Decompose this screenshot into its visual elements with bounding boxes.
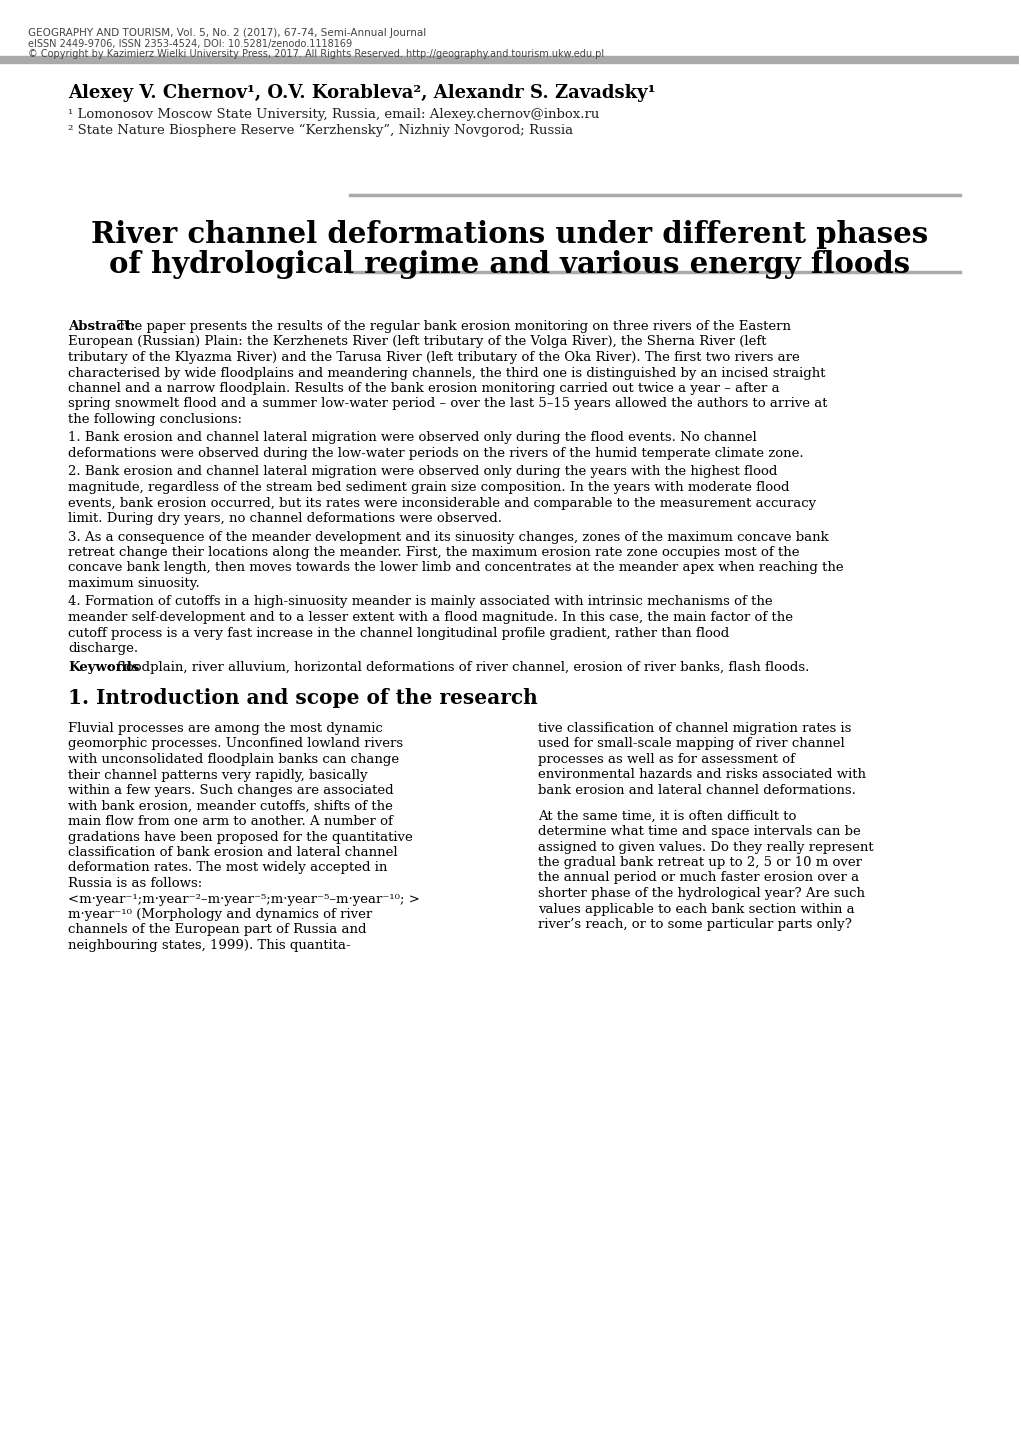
Text: channel and a narrow floodplain. Results of the bank erosion monitoring carried : channel and a narrow floodplain. Results…	[68, 382, 779, 395]
Text: discharge.: discharge.	[68, 642, 138, 655]
Text: concave bank length, then moves towards the lower limb and concentrates at the m: concave bank length, then moves towards …	[68, 561, 843, 574]
Text: eISSN 2449-9706, ISSN 2353-4524, DOI: 10.5281/zenodo.1118169: eISSN 2449-9706, ISSN 2353-4524, DOI: 10…	[28, 39, 352, 49]
Text: of hydrological regime and various energy floods: of hydrological regime and various energ…	[109, 249, 910, 278]
Text: magnitude, regardless of the stream bed sediment grain size composition. In the : magnitude, regardless of the stream bed …	[68, 482, 789, 495]
Text: assigned to given values. Do they really represent: assigned to given values. Do they really…	[537, 841, 872, 854]
Text: neighbouring states, 1999). This quantita-: neighbouring states, 1999). This quantit…	[68, 939, 351, 952]
Text: gradations have been proposed for the quantitative: gradations have been proposed for the qu…	[68, 831, 413, 844]
Text: with unconsolidated floodplain banks can change: with unconsolidated floodplain banks can…	[68, 753, 398, 766]
Text: Alexey V. Chernov¹, O.V. Korableva², Alexandr S. Zavadsky¹: Alexey V. Chernov¹, O.V. Korableva², Ale…	[68, 84, 655, 102]
Text: the gradual bank retreat up to 2, 5 or 10 m over: the gradual bank retreat up to 2, 5 or 1…	[537, 857, 861, 870]
Text: At the same time, it is often difficult to: At the same time, it is often difficult …	[537, 809, 796, 822]
Text: deformations were observed during the low-water periods on the rivers of the hum: deformations were observed during the lo…	[68, 447, 803, 460]
Text: Russia is as follows:: Russia is as follows:	[68, 877, 202, 890]
Text: ¹ Lomonosov Moscow State University, Russia, email: Alexey.chernov@inbox.ru: ¹ Lomonosov Moscow State University, Rus…	[68, 108, 599, 121]
Text: cutoff process is a very fast increase in the channel longitudinal profile gradi: cutoff process is a very fast increase i…	[68, 626, 729, 639]
Text: Keywords: Keywords	[68, 660, 140, 673]
Text: tive classification of channel migration rates is: tive classification of channel migration…	[537, 722, 851, 735]
Text: 1. Introduction and scope of the research: 1. Introduction and scope of the researc…	[68, 688, 537, 708]
Text: within a few years. Such changes are associated: within a few years. Such changes are ass…	[68, 784, 393, 797]
Text: processes as well as for assessment of: processes as well as for assessment of	[537, 753, 794, 766]
Text: river’s reach, or to some particular parts only?: river’s reach, or to some particular par…	[537, 919, 851, 932]
Text: channels of the European part of Russia and: channels of the European part of Russia …	[68, 923, 366, 936]
Text: 4. Formation of cutoffs in a high-sinuosity meander is mainly associated with in: 4. Formation of cutoffs in a high-sinuos…	[68, 596, 771, 609]
Text: m·year⁻¹⁰ (Morphology and dynamics of river: m·year⁻¹⁰ (Morphology and dynamics of ri…	[68, 908, 372, 921]
Text: ² State Nature Biosphere Reserve “Kerzhensky”, Nizhniy Novgorod; Russia: ² State Nature Biosphere Reserve “Kerzhe…	[68, 124, 573, 137]
Text: their channel patterns very rapidly, basically: their channel patterns very rapidly, bas…	[68, 769, 367, 782]
Text: the annual period or much faster erosion over a: the annual period or much faster erosion…	[537, 871, 858, 884]
Text: meander self-development and to a lesser extent with a flood magnitude. In this : meander self-development and to a lesser…	[68, 611, 792, 624]
Text: events, bank erosion occurred, but its rates were inconsiderable and comparable : events, bank erosion occurred, but its r…	[68, 496, 815, 509]
Text: bank erosion and lateral channel deformations.: bank erosion and lateral channel deforma…	[537, 784, 855, 797]
Text: <m·year⁻¹;m·year⁻²–m·year⁻⁵;m·year⁻⁵–m·year⁻¹⁰; >: <m·year⁻¹;m·year⁻²–m·year⁻⁵;m·year⁻⁵–m·y…	[68, 893, 420, 906]
Text: Fluvial processes are among the most dynamic: Fluvial processes are among the most dyn…	[68, 722, 382, 735]
Text: spring snowmelt flood and a summer low-water period – over the last 5–15 years a: spring snowmelt flood and a summer low-w…	[68, 398, 826, 411]
Text: The paper presents the results of the regular bank erosion monitoring on three r: The paper presents the results of the re…	[113, 320, 791, 333]
Text: River channel deformations under different phases: River channel deformations under differe…	[92, 221, 927, 249]
Text: : floodplain, river alluvium, horizontal deformations of river channel, erosion : : floodplain, river alluvium, horizontal…	[108, 660, 809, 673]
Text: European (Russian) Plain: the Kerzhenets River (left tributary of the Volga Rive: European (Russian) Plain: the Kerzhenets…	[68, 336, 765, 349]
Text: maximum sinuosity.: maximum sinuosity.	[68, 577, 200, 590]
Text: used for small-scale mapping of river channel: used for small-scale mapping of river ch…	[537, 737, 844, 750]
Text: values applicable to each bank section within a: values applicable to each bank section w…	[537, 903, 854, 916]
Text: 2. Bank erosion and channel lateral migration were observed only during the year: 2. Bank erosion and channel lateral migr…	[68, 466, 776, 479]
Text: GEOGRAPHY AND TOURISM, Vol. 5, No. 2 (2017), 67-74, Semi-Annual Journal: GEOGRAPHY AND TOURISM, Vol. 5, No. 2 (20…	[28, 27, 426, 37]
Text: © Copyright by Kazimierz Wielki University Press, 2017. All Rights Reserved. htt: © Copyright by Kazimierz Wielki Universi…	[28, 49, 603, 59]
Text: characterised by wide floodplains and meandering channels, the third one is dist: characterised by wide floodplains and me…	[68, 366, 824, 379]
Text: geomorphic processes. Unconfined lowland rivers: geomorphic processes. Unconfined lowland…	[68, 737, 403, 750]
Text: main flow from one arm to another. A number of: main flow from one arm to another. A num…	[68, 815, 392, 828]
Text: 1. Bank erosion and channel lateral migration were observed only during the floo: 1. Bank erosion and channel lateral migr…	[68, 431, 756, 444]
Text: the following conclusions:: the following conclusions:	[68, 412, 242, 425]
Text: 3. As a consequence of the meander development and its sinuosity changes, zones : 3. As a consequence of the meander devel…	[68, 531, 828, 544]
Text: with bank erosion, meander cutoffs, shifts of the: with bank erosion, meander cutoffs, shif…	[68, 799, 392, 812]
Text: determine what time and space intervals can be: determine what time and space intervals …	[537, 825, 860, 838]
Text: classification of bank erosion and lateral channel: classification of bank erosion and later…	[68, 846, 397, 859]
Text: shorter phase of the hydrological year? Are such: shorter phase of the hydrological year? …	[537, 887, 864, 900]
Text: tributary of the Klyazma River) and the Tarusa River (left tributary of the Oka : tributary of the Klyazma River) and the …	[68, 350, 799, 363]
Text: limit. During dry years, no channel deformations were observed.: limit. During dry years, no channel defo…	[68, 512, 501, 525]
Text: deformation rates. The most widely accepted in: deformation rates. The most widely accep…	[68, 861, 387, 874]
Text: Abstract:: Abstract:	[68, 320, 136, 333]
Bar	[0, 56, 1019, 63]
Text: retreat change their locations along the meander. First, the maximum erosion rat: retreat change their locations along the…	[68, 547, 799, 559]
Text: environmental hazards and risks associated with: environmental hazards and risks associat…	[537, 769, 865, 782]
